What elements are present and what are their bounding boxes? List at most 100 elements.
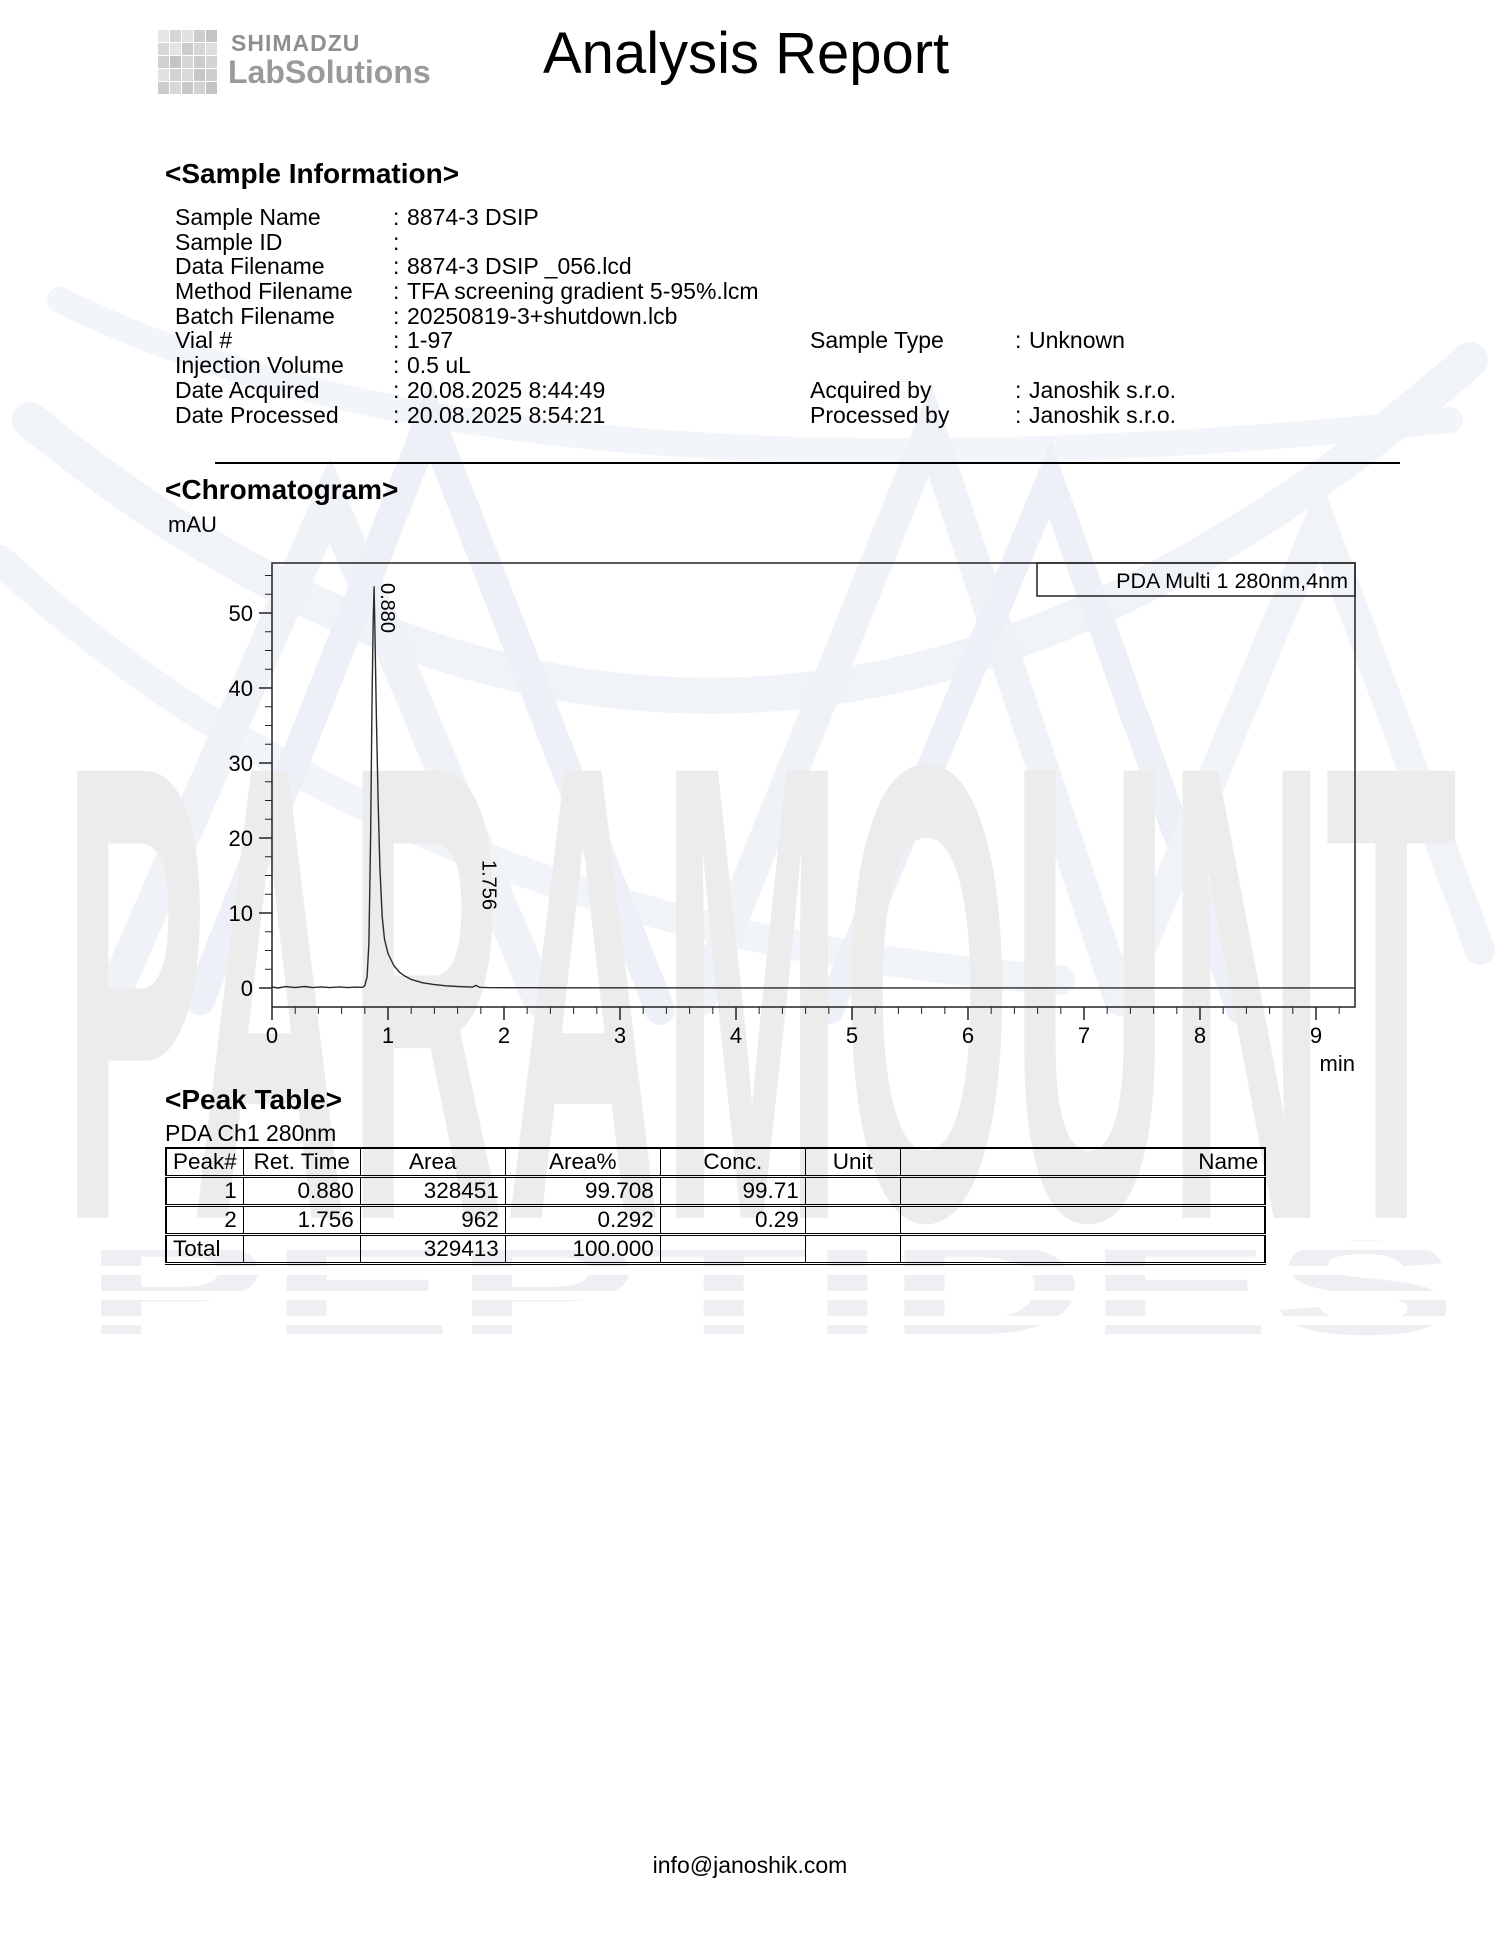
y-axis-unit-label: mAU [168,512,217,537]
field-label: Batch Filename [175,302,335,329]
field-label: Vial # [175,327,233,354]
svg-text:30: 30 [229,751,253,776]
svg-text:4: 4 [730,1023,742,1048]
svg-text:3: 3 [614,1023,626,1048]
grid-icon-cell [182,43,193,55]
peak-table-cell [899,1205,1266,1236]
grid-icon-cell [182,82,193,94]
field-colon: : [393,204,400,230]
sample-info-row: Sample Name:8874-3 DSIP [175,205,759,230]
svg-text:40: 40 [229,676,253,701]
field-colon: : [393,376,400,403]
sample-info-row: Sample Type: Unknown [810,328,1125,353]
field-colon: : [1015,402,1022,428]
peak-table-cell: 0.880 [242,1176,361,1207]
svg-text:min: min [1320,1051,1355,1076]
page-title: Analysis Report [543,21,950,86]
svg-text:2: 2 [498,1023,510,1048]
field-colon: : [393,327,400,354]
peak-table-cell: 328451 [359,1176,506,1207]
grid-icon-cell [206,82,217,94]
chromatogram-heading: <Chromatogram> [165,474,399,505]
peak-table-cell [242,1234,361,1265]
grid-icon-cell [206,56,217,68]
peak-table-cell: 0.292 [504,1205,661,1236]
field-label: Sample Type [810,327,944,353]
field-label: Date Processed [175,401,339,428]
peak-table-cell: 1.756 [242,1205,361,1236]
field-label: Data Filename [175,253,325,280]
svg-text:7: 7 [1078,1023,1090,1048]
grid-icon-cell [158,43,169,55]
grid-icon-cell [182,30,193,42]
field-value: 1-97 [407,327,454,354]
grid-icon-cell [194,69,205,81]
grid-icon-cell [158,56,169,68]
svg-text:PDA Multi 1 280nm,4nm: PDA Multi 1 280nm,4nm [1116,569,1348,593]
field-label: Sample Name [175,204,321,230]
peak-table-cell: 2 [165,1205,244,1236]
field-colon: : [393,278,400,305]
brand-product: LabSolutions [228,54,431,90]
peak-retention-label: 0.880 [376,583,398,633]
section-divider [215,462,1400,464]
peak-table-column-header: Area% [504,1148,661,1178]
peak-table-cell: 0.29 [659,1205,806,1236]
footer-email: info@janoshik.com [652,1852,848,1878]
grid-icon-cell [158,30,169,42]
grid-icon-cell [170,82,181,94]
peak-table-cell: 99.71 [659,1176,806,1207]
channel-label: PDA Ch1 280nm [165,1120,337,1146]
peak-table-row: Total 329413 100.000 [165,1234,1266,1265]
grid-icon-cell [170,30,181,42]
field-label: Sample ID [175,228,283,255]
grid-icon-cell [170,43,181,55]
peak-table-cell [899,1176,1266,1207]
peak-table: Peak# Ret. Time Area Area% Conc. Unit Name 1 0.… [165,1147,1267,1265]
svg-text:9: 9 [1310,1023,1322,1048]
svg-text:0: 0 [241,976,253,1001]
field-colon: : [393,253,400,280]
peak-table-cell: Total [165,1234,244,1265]
peak-table-column-header: Peak# [165,1148,244,1178]
sample-info-row: Date Acquired:20.08.2025 8:44:49 [175,376,759,403]
grid-icon-cell [206,30,217,42]
sample-info-row: Batch Filename:20250819-3+shutdown.lcb [175,302,759,329]
field-value: 20.08.2025 8:44:49 [407,376,606,403]
sample-info-row: Method Filename: TFA screening gradient 5… [175,279,759,304]
svg-text:5: 5 [846,1023,858,1048]
grid-icon-cell [182,56,193,68]
peak-table-row: 2 1.756 962 0.292 0.29 [165,1205,1266,1236]
peak-table-heading: <Peak Table> [165,1084,342,1115]
field-label: Date Acquired [175,376,320,403]
sample-info-row: Injection Volume:0.5 uL [175,353,759,378]
peak-table-cell: 99.708 [504,1176,661,1207]
field-colon: : [1015,377,1022,403]
peak-table-cell [899,1234,1266,1265]
field-label: Processed by [810,402,950,428]
peak-table-column-header: Area [359,1148,506,1178]
field-colon: : [1015,327,1022,353]
peak-table-cell: 962 [359,1205,506,1236]
field-value: 0.5 uL [407,352,471,379]
field-value: 8874-3 DSIP [407,204,539,230]
field-label: Injection Volume [175,352,344,379]
grid-icon-cell [158,69,169,81]
sample-info-row: Data Filename:8874-3 DSIP _056.lcd [175,254,759,279]
field-value: 20.08.2025 8:54:21 [407,401,606,428]
peak-table-column-header: Name [899,1148,1266,1178]
peak-table-cell [804,1176,901,1207]
field-value: Janoshik s.r.o. [1029,402,1177,428]
peak-table-cell [804,1205,901,1236]
grid-icon-cell [194,43,205,55]
sample-info-row: Vial #:1-97 [175,328,759,353]
grid-icon [158,30,220,96]
field-value: Unknown [1029,327,1125,353]
dna-helix-watermark [0,287,1495,1025]
peak-table-header-row: Peak# Ret. Time Area Area% Conc. Unit Name [165,1148,1266,1178]
svg-text:8: 8 [1194,1023,1206,1048]
grid-icon-cell [194,56,205,68]
peak-retention-label: 1.756 [478,860,500,910]
grid-icon-cell [158,82,169,94]
